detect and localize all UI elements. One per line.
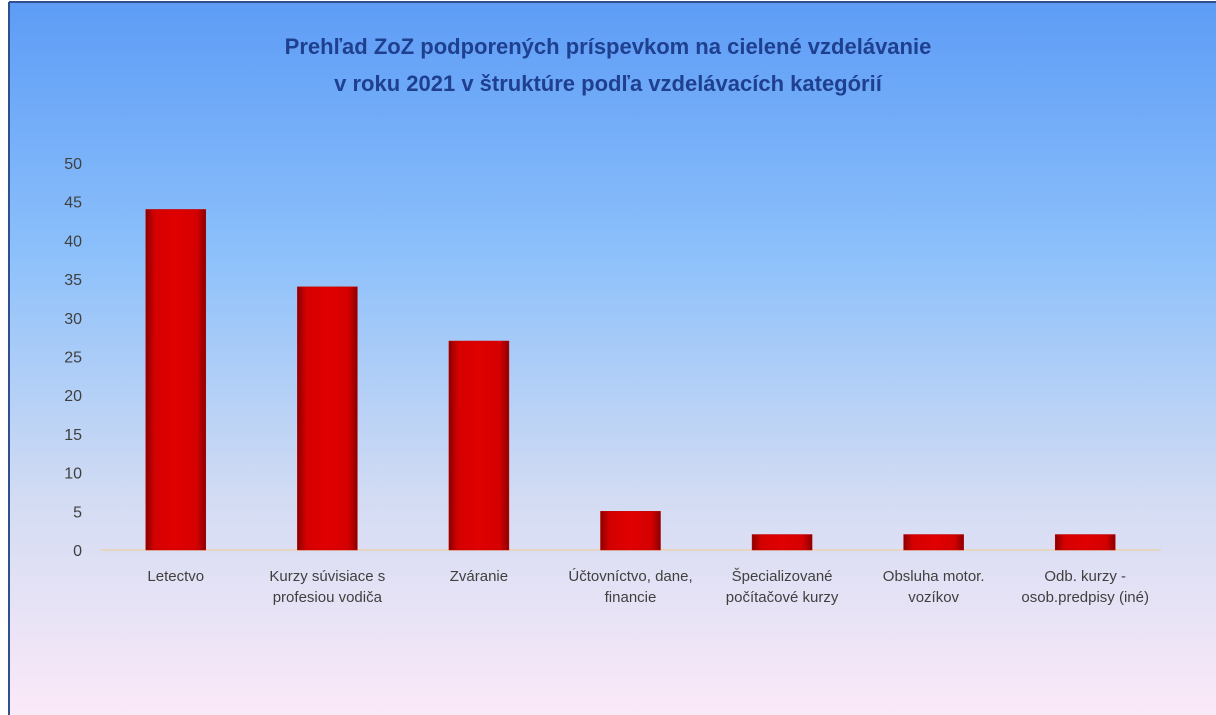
y-tick-label: 50	[64, 156, 82, 173]
bar	[145, 209, 207, 551]
x-tick-label: Zváranie	[449, 568, 509, 585]
chart-title: v roku 2021 v štruktúre podľa vzdelávací…	[334, 71, 882, 96]
y-tick-label: 25	[64, 350, 82, 367]
y-tick-label: 40	[64, 233, 82, 250]
y-tick-label: 45	[64, 195, 82, 212]
x-tick-label: Špecializované počítačové kurzy	[725, 568, 839, 606]
x-tick-label: Kurzy súvisiace s profesiou vodiča	[269, 568, 386, 606]
bar	[751, 534, 813, 551]
x-tick-label: Účtovníctvo, dane, financie	[568, 568, 693, 606]
y-tick-label: 5	[73, 504, 82, 521]
x-tick-label: Odb. kurzy - osob.predpisy (iné)	[1021, 568, 1149, 606]
y-tick-label: 0	[73, 543, 82, 560]
bar	[1054, 534, 1116, 551]
background	[9, 2, 1216, 715]
bar	[448, 340, 510, 551]
bar	[600, 511, 661, 551]
y-tick-label: 30	[64, 311, 82, 328]
x-tick-label: Letectvo	[147, 568, 205, 585]
bar	[903, 534, 964, 551]
chart-title: Prehľad ZoZ podporených príspevkom na ci…	[284, 34, 932, 59]
y-tick-label: 10	[64, 466, 82, 483]
y-tick-label: 20	[64, 388, 82, 405]
y-tick-label: 15	[64, 427, 82, 444]
x-tick-label: Obsluha motor. vozíkov	[882, 568, 985, 606]
bar	[297, 286, 358, 551]
y-tick-label: 35	[64, 272, 82, 289]
